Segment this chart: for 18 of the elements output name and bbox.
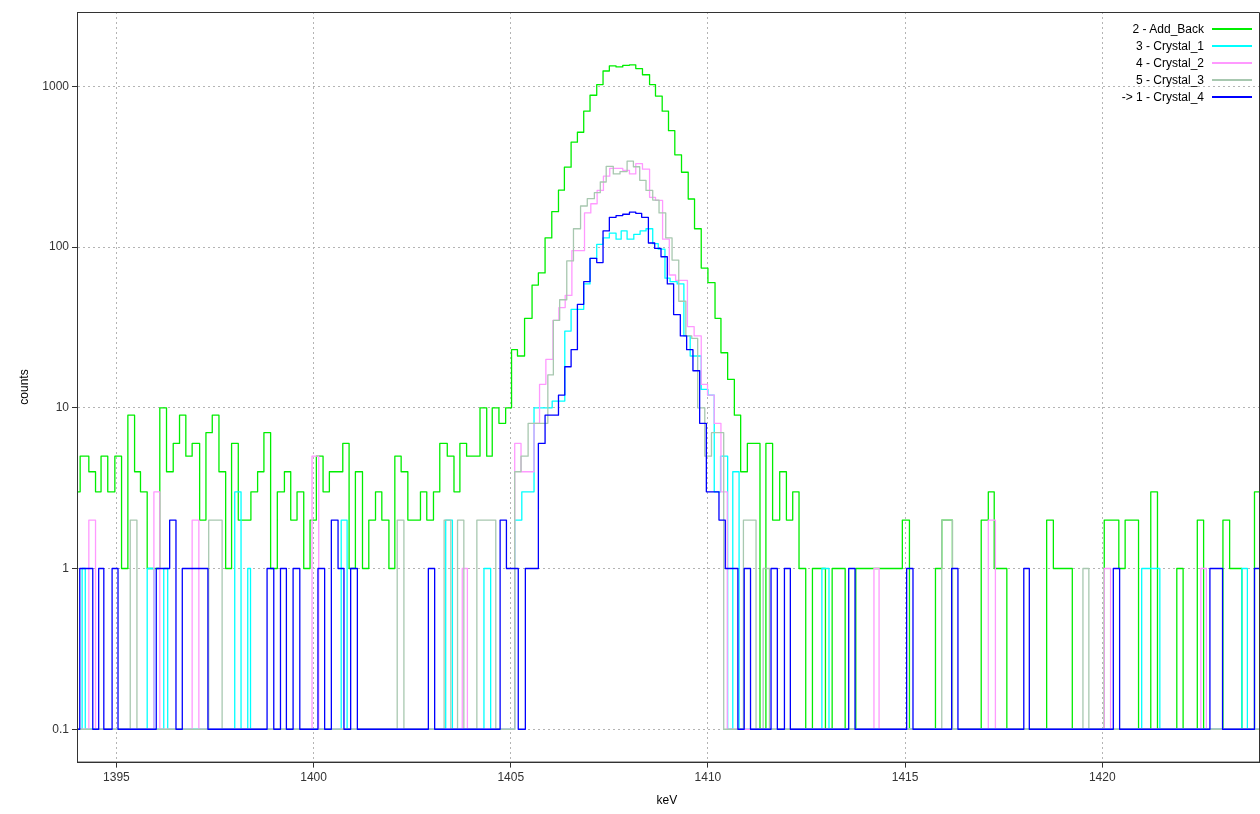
y-axis-title: counts [16, 369, 31, 405]
x-axis-title: keV [656, 793, 678, 807]
x-tick-label: 1420 [1088, 770, 1116, 785]
x-tick-label: 1400 [300, 770, 328, 785]
y-tick-label: 1000 [42, 78, 70, 93]
y-tick-label: 0.1 [52, 721, 70, 736]
y-tick-label: 1 [62, 560, 70, 575]
legend-label: 5 - Crystal_3 [1135, 72, 1204, 87]
legend-label: 4 - Crystal_2 [1135, 55, 1204, 70]
y-tick-label: 100 [48, 239, 70, 254]
y-tick-label: 10 [55, 400, 70, 415]
x-tick-label: 1395 [103, 770, 131, 785]
x-tick-label: 1415 [891, 770, 919, 785]
legend-label: 3 - Crystal_1 [1135, 38, 1204, 53]
legend-label: 2 - Add_Back [1132, 21, 1204, 36]
x-tick-label: 1410 [694, 770, 722, 785]
legend-label: -> 1 - Crystal_4 [1121, 89, 1204, 104]
x-tick-label: 1405 [497, 770, 525, 785]
